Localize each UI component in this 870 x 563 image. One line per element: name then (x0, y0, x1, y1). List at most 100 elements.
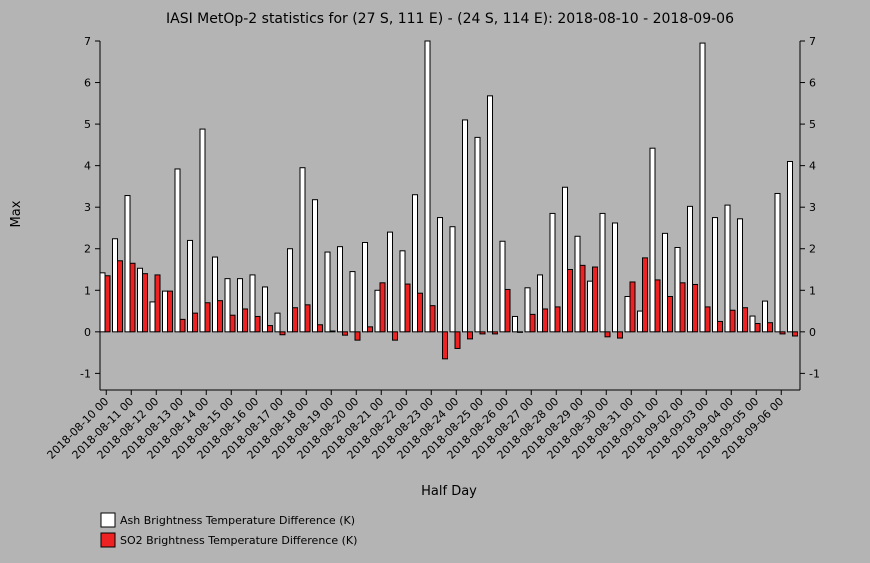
so2-bar (629, 281, 636, 333)
so2-bar (517, 331, 523, 333)
so2-bar (792, 331, 798, 337)
ash-bar (762, 300, 768, 333)
ash-bar (174, 168, 181, 333)
ash-bar (399, 250, 406, 333)
so2-bar (204, 302, 211, 333)
y-tick-label-left: 2 (84, 243, 91, 256)
y-tick-label-left: 7 (84, 35, 91, 48)
so2-bar (467, 331, 473, 340)
ash-bar (449, 226, 456, 333)
so2-bar (667, 296, 673, 333)
so2-bar (504, 288, 511, 333)
so2-bar (642, 257, 648, 333)
ash-bar (487, 95, 493, 333)
y-tick-label-left: 6 (84, 77, 91, 90)
legend-swatch-ash (100, 512, 116, 528)
ash-bar (99, 272, 106, 333)
so2-bar (542, 308, 548, 333)
so2-bar (717, 320, 723, 333)
ash-bar (499, 240, 506, 333)
so2-bar (592, 266, 598, 333)
ash-bar (512, 315, 518, 333)
so2-bar (567, 269, 573, 333)
so2-bar (217, 300, 223, 333)
ash-bar (524, 287, 531, 333)
so2-bar (404, 283, 411, 333)
ash-bar (374, 289, 381, 333)
y-tick-label-right: 4 (809, 160, 816, 173)
ash-bar (162, 290, 168, 333)
so2-bar (179, 318, 186, 333)
y-tick-label-right: 0 (809, 326, 816, 339)
so2-bar (579, 264, 586, 333)
so2-bar (142, 273, 148, 333)
ash-bar (612, 222, 618, 333)
y-tick-label-left: 4 (84, 160, 91, 173)
so2-bar (342, 331, 348, 336)
ash-bar (587, 280, 593, 333)
ash-bar (287, 248, 293, 333)
ash-bar (687, 205, 693, 333)
ash-bar (462, 119, 468, 333)
ash-bar (149, 301, 156, 333)
ash-bar (262, 286, 268, 333)
so2-bar (754, 323, 761, 333)
so2-bar (417, 292, 423, 333)
y-tick-label-left: -1 (80, 367, 91, 380)
chart-title: IASI MetOp-2 statistics for (27 S, 111 E… (166, 11, 734, 27)
so2-bar (117, 260, 123, 333)
so2-bar (317, 324, 323, 333)
ash-bar (574, 235, 581, 333)
ash-bar (624, 296, 631, 333)
so2-bar (292, 307, 298, 333)
so2-bar (167, 290, 173, 333)
so2-bar (192, 312, 198, 333)
so2-bar (379, 282, 386, 333)
ash-bar (112, 238, 118, 333)
ash-bar (312, 199, 318, 333)
ash-bar (299, 167, 306, 333)
so2-bar (329, 330, 336, 333)
y-tick-label-right: 3 (809, 201, 816, 214)
so2-bar (704, 306, 711, 333)
so2-bar (367, 326, 373, 333)
ash-bar (387, 231, 393, 333)
so2-bar (554, 306, 561, 333)
so2-bar (454, 331, 461, 349)
ash-bar (474, 136, 481, 333)
so2-bar (129, 262, 136, 333)
y-tick-label-left: 5 (84, 118, 91, 131)
so2-bar (254, 315, 261, 333)
legend: Ash Brightness Temperature Difference (K… (100, 512, 357, 548)
ash-bar (424, 40, 431, 333)
legend-swatch-so2 (100, 532, 116, 548)
so2-bar (779, 331, 786, 335)
so2-bar (479, 331, 486, 335)
ash-bar (137, 267, 143, 333)
ash-bar (737, 218, 743, 333)
so2-bar (279, 331, 286, 336)
so2-bar (442, 331, 448, 360)
y-tick-label-left: 3 (84, 201, 91, 214)
ash-bar (412, 194, 418, 333)
so2-bar (679, 282, 686, 333)
ash-bar (787, 160, 793, 333)
ash-bar (637, 310, 643, 333)
y-tick-label-right: -1 (809, 367, 820, 380)
so2-bar (392, 331, 398, 341)
ash-bar (362, 242, 368, 333)
so2-bar (304, 304, 311, 333)
ash-bar (199, 128, 206, 333)
y-axis-label: Max (9, 200, 24, 227)
ash-bar (724, 204, 731, 333)
ash-bar (349, 271, 356, 333)
y-tick-label-right: 5 (809, 118, 816, 131)
ash-bar (662, 232, 668, 333)
x-axis-label: Half Day (421, 484, 477, 499)
ash-bar (437, 217, 443, 333)
so2-bar (767, 322, 773, 333)
y-tick-label-right: 6 (809, 77, 816, 90)
y-tick-label-left: 0 (84, 326, 91, 339)
